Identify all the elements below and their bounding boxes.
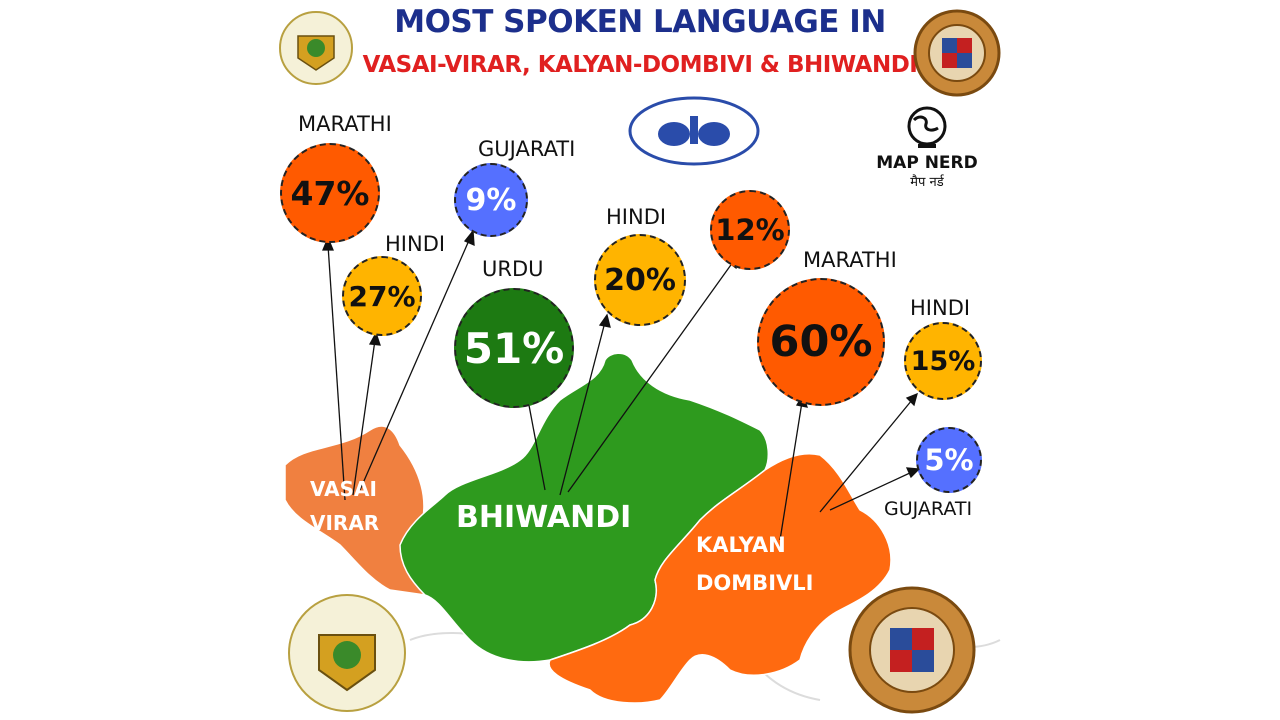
- region-label-kalyan-dombivli: KALYAN DOMBIVLI: [696, 533, 814, 595]
- kalyan-dombivli-region[interactable]: [548, 453, 892, 704]
- bhiwandi-region[interactable]: [399, 352, 770, 663]
- bubble-urdu-bh: 51%: [454, 288, 574, 408]
- vvmc-emblem-bottom-icon: [288, 594, 406, 712]
- kdmc-emblem-bottom-icon: [848, 586, 976, 714]
- title-line2: VASAI-VIRAR, KALYAN-DOMBIVI & BHIWANDI: [362, 52, 918, 78]
- label-hindi-vv: HINDI: [385, 232, 446, 256]
- label-marathi-kd: MARATHI: [803, 248, 897, 272]
- infographic-panel: MOST SPOKEN LANGUAGE IN VASAI-VIRAR, KAL…: [260, 0, 1020, 720]
- label-gujarati-kd: GUJARATI: [884, 498, 973, 520]
- kdmc-emblem-icon: [913, 9, 1001, 97]
- map-nerd-text: MAP NERD: [876, 153, 978, 173]
- vvmc-emblem-icon: [279, 11, 353, 85]
- bubble-gujarati-vv: 9%: [454, 163, 528, 237]
- bubble-other-bh: 12%: [710, 190, 790, 270]
- label-urdu-bh: URDU: [482, 257, 544, 281]
- region-label-bhiwandi: BHIWANDI: [456, 500, 632, 535]
- label-marathi-vv: MARATHI: [298, 112, 392, 136]
- title-line1: MOST SPOKEN LANGUAGE IN: [394, 4, 886, 40]
- pointer-arrows: [322, 229, 921, 541]
- bubble-hindi-vv: 27%: [342, 256, 422, 336]
- map-nerd-logo: MAP NERD मैप नर्ड: [872, 104, 982, 190]
- bubble-marathi-vv: 47%: [280, 143, 380, 243]
- region-label-vasai-virar: VASAI VIRAR: [310, 477, 380, 535]
- label-hindi-kd: HINDI: [910, 296, 971, 320]
- bubble-gujarati-kd: 5%: [916, 427, 982, 493]
- region-map: [284, 229, 1001, 704]
- globe-icon: [907, 106, 947, 148]
- elephant-icon: [628, 96, 760, 166]
- map-nerd-subtext: मैप नर्ड: [910, 175, 944, 190]
- label-hindi-bh: HINDI: [606, 205, 667, 229]
- bubble-marathi-kd: 60%: [757, 278, 885, 406]
- bubble-hindi-bh: 20%: [594, 234, 686, 326]
- label-gujarati-vv: GUJARATI: [478, 137, 576, 161]
- bubble-hindi-kd: 15%: [904, 322, 982, 400]
